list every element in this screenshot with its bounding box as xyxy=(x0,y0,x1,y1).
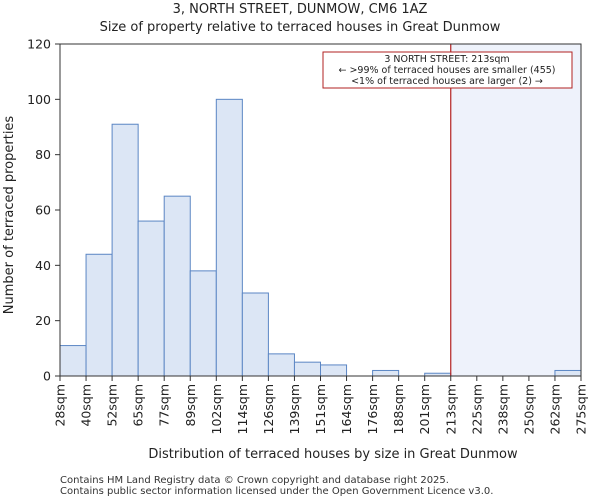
y-axis-label: Number of terraced properties xyxy=(2,116,17,315)
x-tick-114sqm: 114sqm xyxy=(235,384,250,434)
bar-102sqm xyxy=(215,98,243,377)
chart-title: 3, NORTH STREET, DUNMOW, CM6 1AZ xyxy=(173,2,428,17)
x-axis-label: Distribution of terraced houses by size … xyxy=(148,447,518,462)
y-tick-80: 80 xyxy=(35,147,51,162)
x-tick-164sqm: 164sqm xyxy=(339,384,354,434)
x-tick-126sqm: 126sqm xyxy=(261,384,276,434)
y-tick-120: 120 xyxy=(27,37,51,52)
y-tick-100: 100 xyxy=(27,92,51,107)
bar-114sqm xyxy=(241,292,269,377)
x-tick-262sqm: 262sqm xyxy=(547,384,562,434)
highlight-region xyxy=(450,44,581,376)
bar-126sqm xyxy=(267,353,295,377)
annotation-box xyxy=(322,51,573,89)
chart-subtitle: Size of property relative to terraced ho… xyxy=(100,20,501,35)
x-tick-65sqm: 65sqm xyxy=(131,384,146,427)
x-tick-250sqm: 250sqm xyxy=(521,384,536,434)
bar-65sqm xyxy=(137,220,165,377)
bar-28sqm xyxy=(59,345,87,377)
bar-40sqm xyxy=(85,253,113,377)
y-tick-20: 20 xyxy=(35,313,51,328)
x-tick-77sqm: 77sqm xyxy=(157,384,172,427)
x-tick-225sqm: 225sqm xyxy=(469,384,484,434)
bar-262sqm xyxy=(554,369,582,377)
x-tick-28sqm: 28sqm xyxy=(53,384,68,427)
x-tick-102sqm: 102sqm xyxy=(209,384,224,434)
y-tick-0: 0 xyxy=(43,369,51,384)
bar-176sqm xyxy=(372,369,400,377)
x-tick-238sqm: 238sqm xyxy=(495,384,510,434)
x-tick-151sqm: 151sqm xyxy=(313,384,328,434)
footer-line-2: Contains public sector information licen… xyxy=(60,486,493,497)
y-tick-60: 60 xyxy=(35,203,51,218)
x-tick-275sqm: 275sqm xyxy=(574,384,589,434)
footer-line-1: Contains HM Land Registry data © Crown c… xyxy=(60,475,449,486)
bar-52sqm xyxy=(111,123,139,377)
annotation-title: 3 NORTH STREET: 213sqm xyxy=(384,54,509,65)
x-tick-176sqm: 176sqm xyxy=(365,384,380,434)
annotation-smaller: ← >99% of terraced houses are smaller (4… xyxy=(338,65,555,76)
x-tick-201sqm: 201sqm xyxy=(417,384,432,434)
x-tick-40sqm: 40sqm xyxy=(79,384,94,427)
y-tick-40: 40 xyxy=(35,258,51,273)
annotation-larger: <1% of terraced houses are larger (2) → xyxy=(351,76,543,87)
x-tick-52sqm: 52sqm xyxy=(105,384,120,427)
bar-151sqm xyxy=(320,364,348,377)
plot-area: 0 20 40 60 80 100 120 28sqm 40sqm 52sqm 65sqm 77sqm… xyxy=(27,37,588,435)
x-tick-139sqm: 139sqm xyxy=(287,384,302,434)
x-tick-213sqm: 213sqm xyxy=(443,384,458,434)
bar-139sqm xyxy=(293,361,322,377)
x-tick-89sqm: 89sqm xyxy=(183,384,198,427)
bar-89sqm xyxy=(189,270,217,377)
bar-77sqm xyxy=(163,195,191,377)
x-tick-188sqm: 188sqm xyxy=(391,384,406,434)
